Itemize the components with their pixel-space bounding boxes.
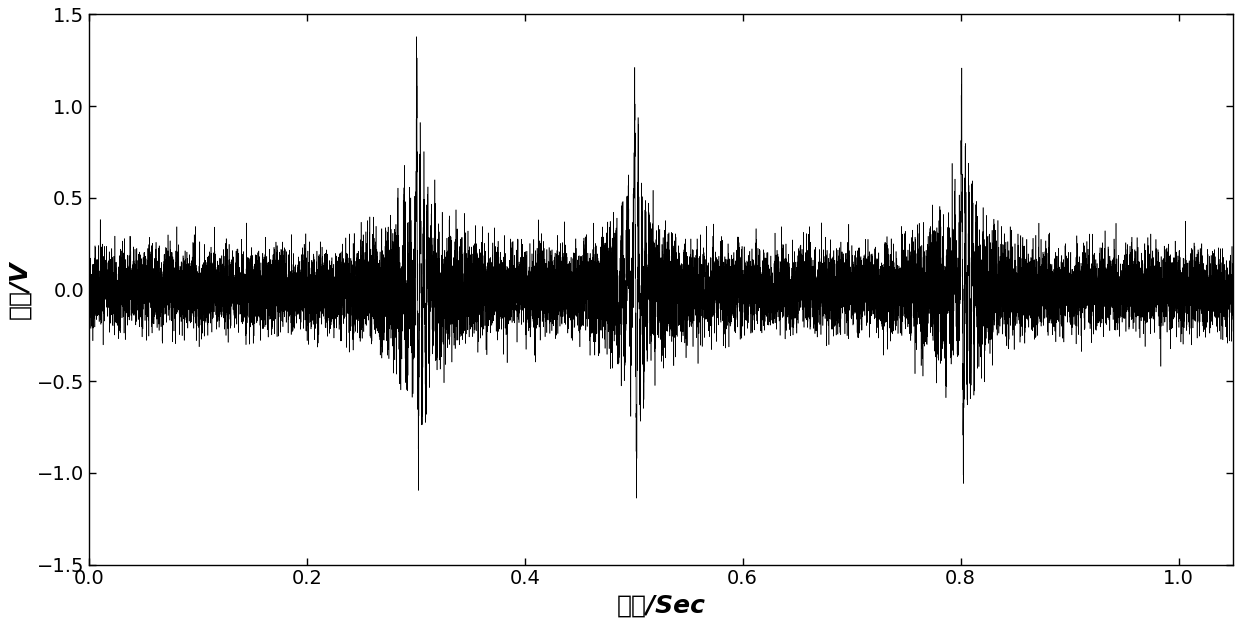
Y-axis label: 幅度/V: 幅度/V [7, 260, 31, 319]
X-axis label: 时间/Sec: 时间/Sec [616, 594, 706, 618]
